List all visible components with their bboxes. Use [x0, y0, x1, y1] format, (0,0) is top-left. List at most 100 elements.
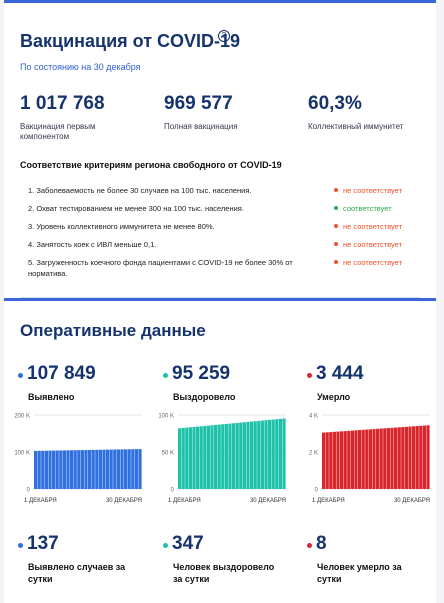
- as-of-date: По состоянию на 30 декабря: [20, 62, 141, 72]
- chart-bar: [278, 418, 282, 489]
- chart-bar: [404, 426, 408, 489]
- criteria-text: 3. Уровень коллективного иммунитета не м…: [28, 222, 215, 231]
- chart-bar: [376, 428, 380, 489]
- chart-bar: [271, 419, 275, 489]
- chart-bar: [109, 449, 113, 489]
- daily-recovered-value: 347: [172, 533, 204, 554]
- chart-bar: [235, 422, 239, 489]
- recovered-chart-svg: 100 K 50 K 0 1 ДЕКАБРЯ 30 ДЕКАБРЯ: [158, 414, 286, 504]
- chart-bar: [260, 420, 264, 489]
- y-tick-label: 4 K: [309, 414, 318, 420]
- operational-card: Оперативные данные 107 849 Выявлено 95 2…: [4, 298, 436, 603]
- chart-bar: [178, 428, 182, 489]
- chart-bar: [138, 449, 142, 489]
- chart-bar: [347, 430, 351, 489]
- chart-bar: [275, 419, 279, 489]
- chart-bar: [44, 450, 48, 489]
- status-dot-icon: [334, 206, 338, 210]
- full-vaccination-value: 969 577: [164, 93, 233, 114]
- chart-bar: [37, 450, 41, 489]
- chart-bar: [282, 418, 286, 489]
- chart-bar: [221, 424, 225, 489]
- criteria-text: 1. Заболеваемость не более 30 случаев на…: [28, 186, 252, 195]
- y-tick-label: 50 K: [162, 451, 174, 457]
- chart-bar: [329, 432, 333, 489]
- detected-total-label: Выявлено: [28, 392, 75, 402]
- chart-bar: [368, 429, 372, 489]
- chart-bar: [232, 423, 236, 489]
- chart-bar: [196, 426, 200, 489]
- chart-bar: [383, 428, 387, 489]
- y-tick-label: 0: [27, 488, 31, 494]
- recovered-dot-icon: [163, 373, 168, 378]
- operational-title: Оперативные данные: [20, 321, 206, 340]
- chart-bar: [415, 426, 419, 489]
- criteria-text: 5. Загруженность коечного фонда пациента…: [28, 258, 293, 278]
- chart-bar: [332, 431, 336, 489]
- deaths-dot-icon: [307, 373, 312, 378]
- chart-bar: [246, 421, 250, 489]
- chart-bar: [66, 450, 70, 489]
- chart-bar: [113, 449, 117, 489]
- criteria-status: не соответствует: [343, 222, 403, 231]
- chart-bar: [102, 449, 106, 489]
- criteria-status: не соответствует: [343, 258, 403, 267]
- chart-bar: [116, 449, 120, 489]
- chart-bar: [358, 430, 362, 489]
- chart-bar: [325, 432, 329, 489]
- chart-bar: [59, 450, 63, 489]
- chart-bar: [340, 431, 344, 489]
- y-tick-label: 0: [315, 488, 319, 494]
- chart-bar: [354, 430, 358, 489]
- chart-bar: [73, 450, 77, 489]
- daily-detected-dot-icon: [18, 543, 23, 548]
- chart-bar: [426, 425, 430, 489]
- chart-bar: [62, 450, 66, 489]
- chart-bar: [95, 449, 99, 489]
- status-dot-icon: [334, 260, 338, 264]
- chart-bar: [372, 429, 376, 489]
- herd-immunity-label: Коллективный иммунитет: [308, 122, 404, 131]
- chart-bar: [134, 449, 138, 489]
- chart-bar: [80, 450, 84, 489]
- chart-bar: [217, 424, 221, 489]
- recovered-total-label: Выздоровело: [173, 392, 236, 402]
- chart-bar: [350, 430, 354, 489]
- detected-dot-icon: [18, 373, 23, 378]
- chart-bar: [199, 426, 203, 489]
- chart-bar: [88, 449, 92, 489]
- chart-bar: [253, 421, 257, 489]
- chart-bar: [106, 449, 110, 489]
- y-tick-label: 100 K: [14, 451, 30, 457]
- chart-bar: [239, 422, 243, 489]
- criteria-text: 4. Занятость коек с ИВЛ меньше 0,1.: [28, 240, 157, 249]
- x-tick-label: 1 ДЕКАБРЯ: [312, 498, 345, 504]
- full-vaccination-label: Полная вакцинация: [164, 122, 238, 131]
- criteria-status: не соответствует: [343, 240, 403, 249]
- chart-bar: [131, 449, 135, 489]
- first-component-value: 1 017 768: [20, 93, 105, 114]
- chart-bar: [224, 423, 228, 489]
- vaccination-title: Вакцинация от COVID-19: [20, 31, 241, 51]
- chart-bar: [379, 428, 383, 489]
- help-icon[interactable]: ?: [218, 30, 230, 42]
- chart-bar: [264, 420, 268, 489]
- chart-bar: [188, 427, 192, 489]
- x-tick-label: 1 ДЕКАБРЯ: [24, 498, 57, 504]
- chart-bar: [336, 431, 340, 489]
- chart-bar: [408, 426, 412, 489]
- chart-bar: [77, 450, 81, 489]
- chart-bar: [84, 450, 88, 489]
- chart-bar: [91, 449, 95, 489]
- chart-bar: [268, 419, 272, 489]
- chart-bar: [343, 431, 347, 489]
- section-divider: [20, 297, 420, 298]
- deaths-total-label: Умерло: [317, 392, 351, 402]
- chart-bar: [422, 425, 426, 489]
- chart-bar: [322, 432, 326, 489]
- chart-bar: [203, 425, 207, 489]
- chart-bar: [48, 450, 52, 489]
- x-tick-label: 30 ДЕКАБРЯ: [106, 498, 142, 504]
- chart-bar: [361, 429, 365, 489]
